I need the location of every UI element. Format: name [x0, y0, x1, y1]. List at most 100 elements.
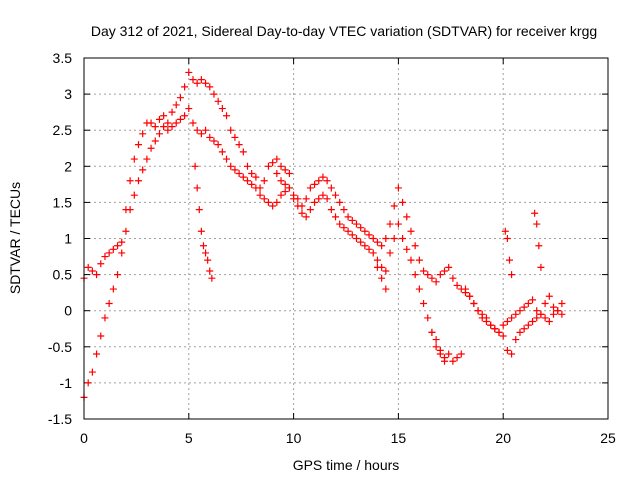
- data-point: [193, 126, 201, 134]
- data-point: [189, 76, 197, 84]
- y-tick-label: 2: [64, 158, 72, 174]
- data-point: [134, 177, 142, 185]
- data-point: [445, 350, 453, 358]
- data-point: [260, 177, 268, 185]
- data-point: [160, 123, 168, 131]
- data-point: [109, 285, 117, 293]
- data-point: [373, 256, 381, 264]
- data-point: [126, 206, 134, 214]
- data-point: [105, 249, 113, 257]
- data-point: [487, 321, 495, 329]
- x-tick-label: 15: [391, 430, 407, 446]
- data-point: [394, 220, 402, 228]
- data-point: [239, 173, 247, 181]
- data-point: [248, 170, 256, 178]
- data-point: [88, 267, 96, 275]
- data-point: [273, 170, 281, 178]
- grid: [84, 58, 608, 419]
- data-point: [457, 350, 465, 358]
- data-point: [204, 256, 212, 264]
- data-point: [277, 162, 285, 170]
- data-point: [474, 307, 482, 315]
- data-point: [235, 170, 243, 178]
- data-point: [516, 328, 524, 336]
- series-trace-c: [191, 155, 545, 365]
- data-point: [482, 318, 490, 326]
- data-point: [535, 242, 543, 250]
- data-point: [382, 235, 390, 242]
- data-point: [378, 242, 386, 250]
- y-tick-label: 3: [64, 86, 72, 102]
- data-point: [189, 119, 197, 127]
- y-tick-label: 0: [64, 303, 72, 319]
- data-point: [202, 79, 210, 87]
- data-point: [361, 227, 369, 235]
- data-point: [172, 119, 180, 127]
- data-point: [541, 299, 549, 307]
- data-point: [160, 112, 168, 120]
- data-point: [399, 235, 407, 242]
- data-point: [260, 195, 268, 203]
- data-point: [88, 368, 96, 376]
- data-point: [281, 180, 289, 188]
- data-point: [558, 299, 566, 307]
- data-point: [118, 238, 126, 246]
- data-point: [114, 271, 122, 279]
- data-point: [411, 271, 419, 279]
- x-tick-label: 20: [495, 430, 511, 446]
- data-point: [432, 336, 440, 344]
- data-point: [524, 321, 532, 329]
- data-point: [277, 191, 285, 199]
- data-point: [319, 173, 327, 181]
- data-point: [155, 115, 163, 123]
- chart-title: Day 312 of 2021, Sidereal Day-to-day VTE…: [91, 23, 597, 39]
- data-point: [252, 173, 260, 181]
- data-point: [195, 206, 203, 214]
- data-point: [541, 314, 549, 322]
- data-point: [164, 119, 172, 127]
- data-point: [537, 310, 545, 318]
- data-point: [491, 325, 499, 333]
- data-point: [239, 148, 247, 156]
- data-point: [533, 307, 541, 315]
- data-point: [365, 231, 373, 239]
- data-point: [424, 314, 432, 322]
- data-point: [122, 227, 130, 235]
- data-point: [499, 321, 507, 329]
- data-point: [227, 162, 235, 170]
- data-point: [545, 318, 553, 326]
- data-point: [197, 76, 205, 84]
- data-point: [512, 336, 520, 344]
- data-point: [415, 256, 423, 264]
- data-point: [357, 224, 365, 232]
- data-point: [357, 238, 365, 246]
- data-point: [531, 209, 539, 217]
- data-point: [407, 256, 415, 264]
- data-point: [520, 303, 528, 311]
- data-point: [151, 123, 159, 131]
- y-tick-label: 3.5: [53, 50, 73, 66]
- data-point: [147, 144, 155, 152]
- data-point: [478, 314, 486, 322]
- data-point: [306, 206, 314, 214]
- y-ticks: -1.5 -1 -0.5 0 0.5 1 1.5 2 2.5 3 3.5: [48, 50, 608, 427]
- data-point: [390, 202, 398, 210]
- data-point: [277, 177, 285, 185]
- data-point: [344, 227, 352, 235]
- data-point: [223, 155, 231, 163]
- data-point: [214, 97, 222, 105]
- data-point: [114, 242, 122, 250]
- data-point: [176, 115, 184, 123]
- data-point: [311, 180, 319, 188]
- data-point: [264, 162, 272, 170]
- data-point: [344, 213, 352, 221]
- data-point: [210, 90, 218, 98]
- data-point: [151, 137, 159, 145]
- data-point: [130, 155, 138, 163]
- data-point: [248, 180, 256, 188]
- data-point: [185, 105, 193, 113]
- data-point: [466, 292, 474, 300]
- data-point: [365, 245, 373, 253]
- data-point: [505, 256, 513, 264]
- data-point: [105, 299, 113, 307]
